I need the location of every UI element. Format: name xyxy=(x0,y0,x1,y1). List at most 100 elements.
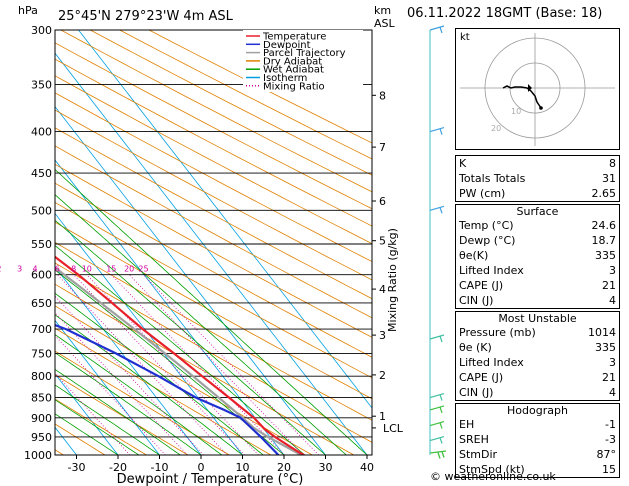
dry-adiabat-line xyxy=(55,350,230,455)
dry-adiabat-line xyxy=(60,30,372,193)
most-unstable-title: Most Unstable xyxy=(498,312,577,325)
profile-lines xyxy=(55,255,306,455)
isotherm-line xyxy=(78,30,372,409)
temperature-line xyxy=(55,255,306,455)
index-label: StmSpd (kt) xyxy=(459,463,525,476)
index-row: Dewp (°C) 18.7 xyxy=(456,233,619,248)
temperature-tick-label: 30 xyxy=(319,461,333,474)
km-label: km xyxy=(374,4,391,17)
legend-label: Isotherm xyxy=(263,73,307,84)
pressure-tick-label: 500 xyxy=(31,204,52,217)
index-row: Totals Totals 31 xyxy=(456,171,619,186)
mixing-ratio-line xyxy=(55,312,188,455)
isobars xyxy=(55,29,372,456)
mixing-ratio-label: 4 xyxy=(32,265,37,274)
plot-frame xyxy=(54,29,373,456)
index-label: CAPE (J) xyxy=(459,371,504,384)
wind-barb-icon xyxy=(429,450,447,459)
pressure-tick-label: 400 xyxy=(31,126,52,139)
index-value: 21 xyxy=(602,279,616,292)
hodograph-kt-label: kt xyxy=(460,32,470,43)
index-label: StmDir xyxy=(459,448,498,461)
legend-label: Wet Adiabat xyxy=(263,65,324,76)
hodograph-frame xyxy=(455,28,620,150)
wind-barbs xyxy=(429,25,447,459)
index-label: Lifted Index xyxy=(459,264,524,277)
km-tick-label: 8 xyxy=(379,89,386,102)
wet-adiabat-line xyxy=(55,314,243,455)
index-label: PW (cm) xyxy=(459,187,506,200)
wet-adiabat-line xyxy=(55,245,306,455)
index-row: StmSpd (kt) 15 xyxy=(456,462,619,477)
index-value: 8 xyxy=(609,157,616,170)
hpa-label: hPa xyxy=(18,4,38,17)
dry-adiabat-line xyxy=(55,327,272,455)
index-value: 3 xyxy=(609,356,616,369)
index-label: θe (K) xyxy=(459,341,492,354)
dry-adiabat-line xyxy=(55,58,372,227)
index-label: Temp (°C) xyxy=(459,219,514,232)
index-label: CIN (J) xyxy=(459,294,494,307)
hodograph-indices-title: Hodograph xyxy=(507,404,568,417)
wet-adiabat-line xyxy=(55,334,223,455)
dry-adiabat-line xyxy=(119,30,372,160)
index-row: CIN (J) 4 xyxy=(456,293,619,308)
mixing-ratio-line xyxy=(55,335,166,455)
dry-adiabat-line xyxy=(55,374,189,455)
hodograph-indices-box: Hodograph EH -1 SREH -3 StmDir 87° StmSpd (kt)… xyxy=(455,403,620,478)
pressure-tick-label: 800 xyxy=(31,370,52,383)
wind-barb-icon xyxy=(429,393,445,401)
isotherm-line xyxy=(55,266,202,455)
dry-adiabat-line xyxy=(55,423,106,455)
pressure-tick-label: 350 xyxy=(31,78,52,91)
index-label: Lifted Index xyxy=(459,356,524,369)
km-tick-label: 4 xyxy=(379,283,386,296)
hodograph-end-marker xyxy=(539,106,543,110)
wet-adiabat-line xyxy=(55,399,140,455)
km-tick-label: 2 xyxy=(379,369,386,382)
surface-box: Surface Temp (°C) 24.6 Dewp (°C) 18.7 θe(K) 3… xyxy=(455,204,620,309)
wet-adiabat-line xyxy=(55,194,347,455)
index-value: -1 xyxy=(605,418,616,431)
dry-adiabat-line xyxy=(55,109,372,281)
mixing-ratio-label: 2 xyxy=(0,265,1,274)
pressure-tick-label: 300 xyxy=(31,24,52,37)
legend-label: Parcel Trajectory xyxy=(263,48,346,59)
index-value: 1014 xyxy=(588,326,616,339)
legend-label: Temperature xyxy=(262,32,326,43)
index-label: Dewp (°C) xyxy=(459,234,516,247)
wind-barb-icon xyxy=(429,205,445,214)
indices-panel: K 8 Totals Totals 31 PW (cm) 2.65 Surface Tem… xyxy=(455,155,620,480)
index-row: CAPE (J) 21 xyxy=(456,370,619,385)
km-tick-label: LCL xyxy=(383,422,404,435)
axis-labels: 3003504004505005506006507007508008509009… xyxy=(24,24,374,474)
dewpoint-line xyxy=(55,323,280,455)
pressure-tick-label: 450 xyxy=(31,167,52,180)
wet-adiabat-line xyxy=(55,169,368,455)
credit: © weatheronline.co.uk xyxy=(430,470,556,483)
date-stamp: 06.11.2022 18GMT (Base: 18) xyxy=(407,6,603,21)
mixing-ratio-line xyxy=(111,274,285,455)
hodograph-ring-label-10: 10 xyxy=(511,107,521,116)
wind-barb-icon xyxy=(429,436,445,444)
mixing-ratio-labels: 12346810152025 xyxy=(0,265,149,274)
mixing-ratio-line xyxy=(55,295,204,455)
index-value: 3 xyxy=(609,264,616,277)
index-row: Temp (°C) 24.6 xyxy=(456,218,619,233)
index-row: CAPE (J) 21 xyxy=(456,278,619,293)
index-label: Pressure (mb) xyxy=(459,326,536,339)
mixing-ratio-label: 10 xyxy=(82,265,92,274)
index-value: 87° xyxy=(596,448,617,461)
pressure-tick-label: 600 xyxy=(31,269,52,282)
index-label: Totals Totals xyxy=(459,172,526,185)
index-row: EH -1 xyxy=(456,417,619,432)
temperature-tick-label: -20 xyxy=(109,461,127,474)
legend-background xyxy=(243,30,363,92)
temperature-tick-label: 20 xyxy=(277,461,291,474)
basic-indices-box: K 8 Totals Totals 31 PW (cm) 2.65 xyxy=(455,155,620,202)
dry-adiabat-line xyxy=(55,262,372,443)
dry-adiabat-line xyxy=(90,30,372,176)
